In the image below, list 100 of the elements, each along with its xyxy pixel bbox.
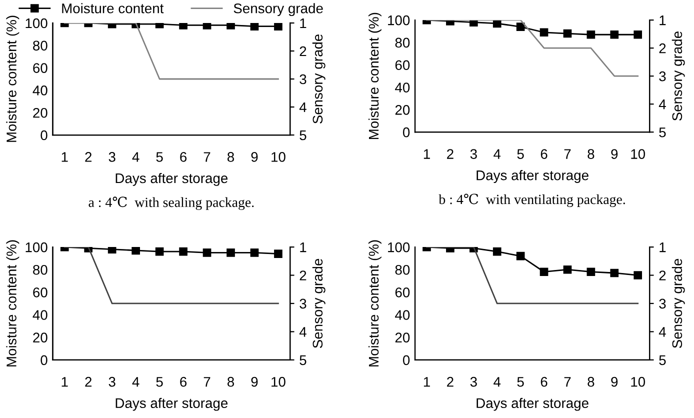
x-tick-label: 3 [108, 376, 116, 387]
y2-tick-label: 2 [300, 46, 306, 56]
y-tick-label: 80 [33, 40, 48, 51]
y-tick-label: 100 [26, 18, 48, 28]
y-tick-label: 80 [395, 264, 410, 275]
x-tick-label: 2 [85, 152, 92, 162]
x-tick-label: 9 [611, 149, 618, 159]
x-tick-label: 6 [180, 152, 187, 162]
y2-tick-label: 3 [300, 298, 306, 309]
y-tick-label: 0 [40, 130, 48, 140]
x-tick-label: 9 [251, 152, 258, 162]
y-tick-label: 100 [388, 15, 410, 26]
x-tick-label: 3 [108, 152, 116, 162]
y-tick-label: 40 [395, 310, 410, 320]
x-tick-label: 3 [470, 149, 477, 159]
y2-tick-label: 2 [659, 270, 666, 280]
y2-tick-label: 4 [299, 102, 306, 112]
x-tick-label: 9 [251, 376, 258, 387]
y2-axis-title: Sensory grade [312, 258, 326, 348]
y-tick-label: 40 [395, 82, 410, 92]
y2-axis-title: Sensory grade [672, 32, 685, 121]
y-tick-label: 20 [33, 108, 48, 118]
y-tick-label: 60 [33, 63, 48, 73]
y-tick-label: 0 [402, 127, 410, 138]
y2-tick-label: 1 [300, 242, 306, 252]
x-tick-label: 3 [470, 376, 477, 387]
text: a : 4℃ with sealing package. [88, 196, 254, 210]
x-tick-label: 1 [424, 377, 430, 387]
y-tick-label: 20 [395, 332, 410, 342]
x-tick-label: 2 [447, 149, 454, 159]
x-tick-label: 10 [631, 149, 646, 159]
y2-tick-label: 1 [660, 16, 666, 26]
y-tick-label: 80 [395, 38, 410, 48]
y2-tick-label: 4 [658, 100, 666, 110]
y-tick-label: 20 [395, 105, 410, 115]
x-tick-label: 6 [540, 149, 548, 159]
y2-axis-title: Sensory grade [672, 258, 685, 348]
x-axis-title: Days after storage [476, 170, 588, 183]
y-tick-label: 0 [402, 355, 410, 366]
y2-tick-label: 1 [300, 18, 306, 28]
x-tick-label: 7 [564, 149, 571, 159]
x-tick-label: 6 [540, 376, 548, 387]
y2-tick-label: 2 [300, 270, 306, 280]
x-tick-label: 6 [180, 376, 187, 387]
y2-tick-label: 3 [300, 74, 306, 84]
x-tick-label: 5 [156, 152, 163, 162]
legend-label: Sensory grade [234, 3, 323, 16]
y-tick-label: 60 [395, 288, 410, 298]
x-tick-label: 5 [517, 377, 524, 387]
x-tick-label: 7 [564, 377, 571, 387]
y-axis-title: Moisture content (%) [368, 240, 382, 366]
x-axis-title: Days after storage [476, 398, 588, 411]
y-tick-label: 80 [33, 264, 48, 275]
x-tick-label: 10 [631, 376, 646, 387]
y-tick-label: 60 [395, 60, 410, 70]
x-tick-label: 9 [611, 376, 618, 387]
y-axis-title: Moisture content (%) [6, 240, 20, 366]
x-tick-label: 5 [517, 149, 524, 159]
y2-tick-label: 4 [658, 327, 666, 337]
y2-tick-label: 4 [299, 327, 306, 337]
x-tick-label: 10 [272, 376, 286, 387]
x-tick-label: 4 [494, 377, 501, 387]
x-tick-label: 1 [62, 377, 68, 387]
y-axis-title: Moisture content (%) [368, 12, 382, 139]
x-tick-label: 4 [132, 377, 140, 387]
y2-axis-title: Sensory grade [312, 34, 326, 124]
x-tick-label: 8 [227, 376, 234, 387]
y-tick-label: 0 [40, 355, 48, 366]
y-tick-label: 40 [32, 310, 48, 320]
x-tick-label: 7 [204, 152, 210, 162]
y2-tick-label: 5 [659, 355, 666, 366]
x-tick-label: 1 [62, 152, 68, 162]
x-tick-label: 8 [588, 149, 594, 159]
legend-label: Moisture content [62, 3, 164, 14]
x-tick-label: 4 [132, 152, 140, 162]
x-tick-label: 1 [424, 149, 430, 159]
y-tick-label: 40 [32, 86, 48, 96]
y-tick-label: 60 [33, 288, 48, 298]
y-axis-title: Moisture content (%) [6, 16, 20, 142]
y-tick-label: 100 [26, 242, 48, 252]
x-tick-label: 2 [85, 376, 92, 387]
text: b : 4℃ with ventilating package. [438, 194, 625, 208]
y-tick-label: 100 [388, 242, 410, 252]
x-axis-title: Days after storage [116, 398, 228, 411]
y2-tick-label: 1 [660, 242, 666, 252]
x-tick-label: 10 [272, 152, 286, 162]
x-tick-label: 8 [227, 152, 234, 162]
y2-tick-label: 3 [659, 298, 666, 309]
x-tick-label: 2 [447, 376, 454, 387]
y2-tick-label: 2 [659, 43, 666, 54]
y2-tick-label: 5 [300, 130, 306, 140]
x-tick-label: 8 [588, 376, 594, 387]
x-tick-label: 5 [156, 377, 163, 387]
x-tick-label: 4 [494, 149, 501, 159]
y2-tick-label: 5 [300, 355, 306, 366]
x-tick-label: 7 [204, 377, 210, 387]
y2-tick-label: 5 [659, 128, 666, 138]
x-axis-title: Days after storage [116, 172, 228, 186]
y2-tick-label: 3 [659, 71, 666, 82]
y-tick-label: 20 [33, 332, 48, 342]
